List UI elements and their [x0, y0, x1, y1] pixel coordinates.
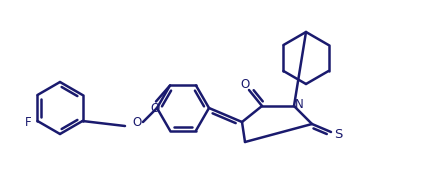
Text: S: S [334, 128, 342, 140]
Text: O: O [240, 78, 250, 91]
Text: O: O [150, 102, 160, 115]
Text: N: N [295, 98, 303, 112]
Text: F: F [25, 116, 32, 129]
Text: O: O [132, 115, 141, 129]
